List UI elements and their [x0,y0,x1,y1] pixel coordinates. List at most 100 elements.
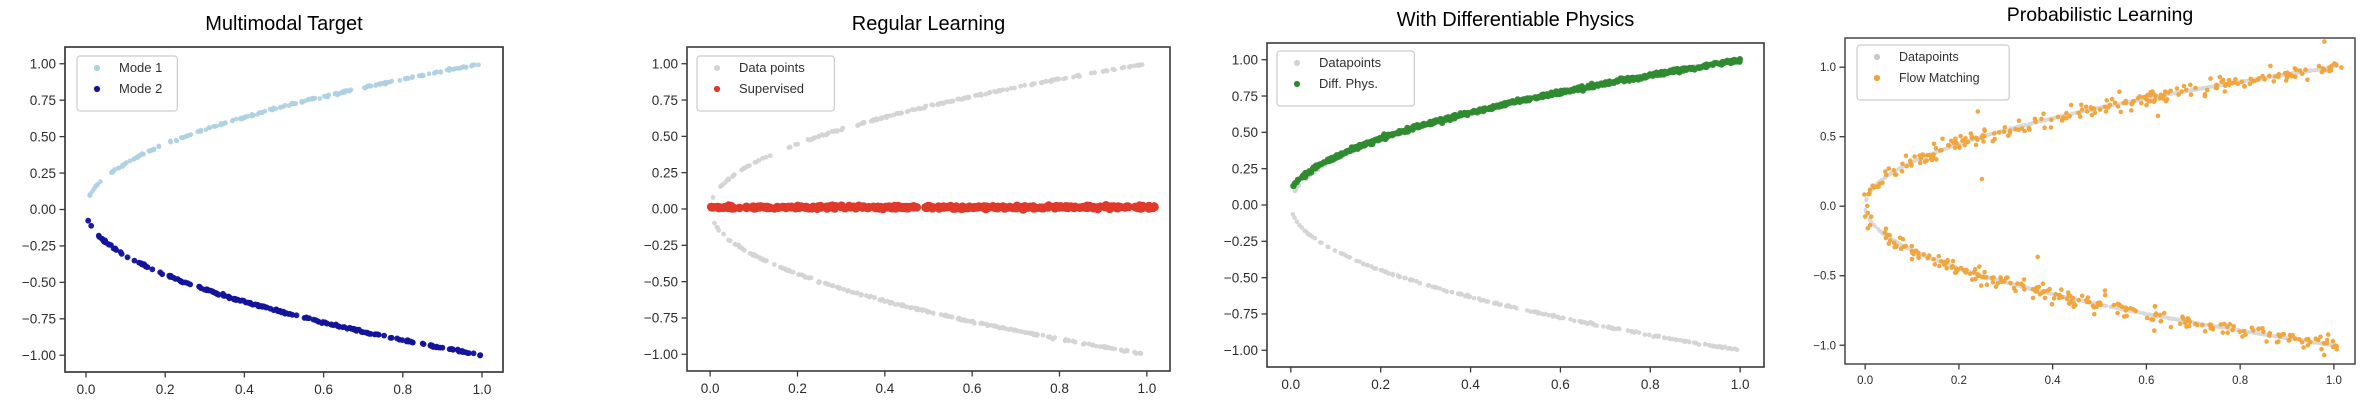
y-tick-label: −1.00 [1224,343,1258,358]
y-tick-label: 0.00 [1232,198,1258,213]
y-axis: 1.0 0.5 0.0 −0.5 −1.0 [1813,62,1845,352]
x-tick-label: 0.4 [875,381,894,396]
legend-marker-mode-2-icon [93,85,101,93]
x-tick-label: 0.2 [1951,375,1967,387]
x-tick-label: 0.0 [77,382,96,397]
x-tick-label: 1.0 [2326,375,2342,387]
legend-marker-flow-matching-icon [1873,74,1881,82]
legend-label: Mode 1 [119,60,162,75]
y-tick-label: 0.5 [1820,132,1836,144]
panel-probabilistic-learning: Probabilistic Learning 0.0 0.2 0.4 0.6 0.8 1.0… [1773,0,2364,408]
legend-marker-datapoints-icon [1293,59,1301,67]
y-tick-label: −0.75 [22,312,56,327]
chart-title: Multimodal Target [205,13,363,35]
x-tick-label: 0.8 [393,382,412,397]
y-tick-label: 0.50 [1232,125,1258,140]
y-tick-label: −0.5 [1813,271,1836,283]
y-tick-label: 1.00 [30,56,56,71]
x-tick-label: 1.0 [1731,377,1750,392]
x-tick-label: 0.2 [1371,377,1390,392]
y-tick-label: −1.00 [22,348,56,363]
x-tick-label: 0.4 [1461,377,1480,392]
y-tick-label: 0.0 [1820,201,1836,213]
panel-regular-learning: Regular Learning 0.0 0.2 0.4 0.6 0.8 1.0 1.00 0.… [591,0,1182,408]
y-tick-label: −0.50 [22,275,56,290]
y-tick-label: 0.75 [30,93,56,108]
x-axis: 0.0 0.2 0.4 0.6 0.8 1.0 [1857,364,2342,387]
legend-box [696,55,835,112]
axes: 0.0 0.2 0.4 0.6 0.8 1.0 1.00 0.75 0.50 0.25 0.00 −0… [1224,42,1765,392]
legend-marker-mode-1-icon [93,64,101,72]
series-supervised-points [706,201,1159,214]
x-tick-label: 0.8 [2232,375,2248,387]
y-tick-label: −0.50 [1224,270,1258,285]
legend-box [1276,50,1415,107]
legend: Datapoints Flow Matching [1856,44,2010,101]
y-tick-label: 0.75 [1232,89,1258,104]
y-tick-label: −0.75 [1224,307,1258,322]
y-tick-label: 0.75 [652,93,678,108]
y-tick-label: 0.00 [652,202,678,217]
legend-label: Data points [739,60,805,75]
series-flow-matching-points [1862,39,2344,358]
plot-border [1844,37,2356,365]
y-tick-label: 0.25 [1232,161,1258,176]
x-tick-label: 1.0 [473,382,492,397]
chart-title: With Differentiable Physics [1397,9,1635,31]
y-tick-label: 0.50 [652,129,678,144]
chart-title: Regular Learning [852,13,1005,35]
x-tick-label: 0.8 [1050,381,1069,396]
y-axis: 1.00 0.75 0.50 0.25 0.00 −0.25 −0.50 −0.75 −1.00 [1224,52,1267,358]
legend-box [76,55,179,112]
series-data-points-points [710,62,1145,356]
x-axis: 0.0 0.2 0.4 0.6 0.8 1.0 [701,371,1156,396]
legend-marker-datapoints-icon [1873,53,1881,61]
x-tick-label: 0.4 [235,382,254,397]
legend: Data points Supervised [696,55,835,112]
legend-marker-data-points-icon [713,64,721,72]
x-tick-label: 0.8 [1641,377,1660,392]
axes: 0.0 0.2 0.4 0.6 0.8 1.0 1.00 0.75 0.50 0.25 0.00 −0… [22,46,504,397]
chart-canvas-probabilistic-learning: Probabilistic Learning 0.0 0.2 0.4 0.6 0.8 1.0… [1813,4,2356,387]
x-tick-label: 0.2 [788,381,807,396]
legend-marker-diff-phys-icon [1293,80,1301,88]
x-tick-label: 0.6 [963,381,982,396]
y-tick-label: −0.25 [644,238,678,253]
y-tick-label: −0.25 [22,239,56,254]
y-tick-label: 0.00 [30,202,56,217]
y-tick-label: 1.0 [1820,62,1836,74]
series-mode-2-points [85,217,484,359]
x-tick-label: 0.0 [1857,375,1873,387]
y-tick-label: 1.00 [1232,52,1258,67]
series-diff-phys-points [1290,56,1743,190]
legend-label: Datapoints [1899,50,1959,64]
series-mode-1-points [87,62,481,198]
y-tick-label: 0.25 [30,166,56,181]
y-tick-label: 0.25 [652,165,678,180]
chart-title: Probabilistic Learning [2007,4,2193,26]
legend-marker-supervised-icon [713,85,721,93]
y-tick-label: −1.00 [644,347,678,362]
x-tick-label: 0.0 [701,381,720,396]
axes: 0.0 0.2 0.4 0.6 0.8 1.0 1.00 0.75 0.50 0.25 0.00 −0… [644,46,1171,396]
legend: Datapoints Diff. Phys. [1276,50,1415,107]
legend-label: Datapoints [1319,55,1382,70]
y-axis: 1.00 0.75 0.50 0.25 0.00 −0.25 −0.50 −0.75 −1.00 [22,56,65,363]
x-tick-label: 0.6 [314,382,333,397]
x-tick-label: 1.0 [1137,381,1156,396]
y-tick-label: 0.50 [30,129,56,144]
y-tick-label: −0.25 [1224,234,1258,249]
legend-label: Flow Matching [1899,71,1980,85]
legend-label: Supervised [739,81,804,96]
x-tick-label: 0.4 [2045,375,2062,387]
y-tick-label: 1.00 [652,56,678,71]
y-tick-label: −0.75 [644,311,678,326]
panel-multimodal-target: Multimodal Target 0.0 0.2 0.4 0.6 0.8 1.0 1.00 0… [0,0,591,408]
x-axis: 0.0 0.2 0.4 0.6 0.8 1.0 [77,372,492,397]
legend-label: Diff. Phys. [1319,76,1378,91]
axes: 0.0 0.2 0.4 0.6 0.8 1.0 1.0 0.5 0.0 −0.5 −1.0 [1813,37,2356,387]
